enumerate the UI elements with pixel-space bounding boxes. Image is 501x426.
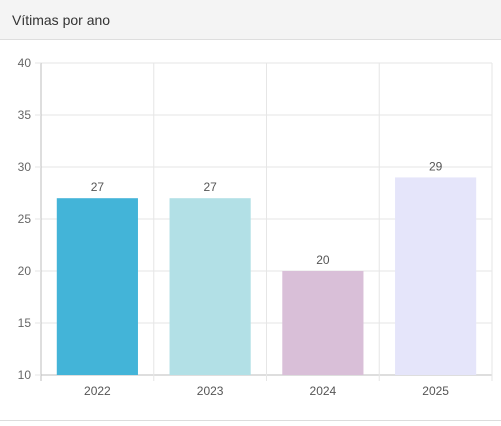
card-header: Vítimas por ano bbox=[0, 0, 501, 40]
bar-2023[interactable] bbox=[169, 198, 251, 375]
y-tick-label: 25 bbox=[18, 212, 32, 226]
x-tick-label-2024: 2024 bbox=[310, 384, 337, 398]
x-tick-label-2022: 2022 bbox=[84, 384, 111, 398]
bars-group bbox=[56, 177, 477, 375]
data-label-2024: 20 bbox=[316, 253, 330, 267]
y-tick-label: 10 bbox=[18, 368, 32, 382]
x-tick-label-2023: 2023 bbox=[197, 384, 224, 398]
data-label-2023: 27 bbox=[203, 180, 217, 194]
bar-2025[interactable] bbox=[395, 177, 477, 375]
y-tick-label: 20 bbox=[18, 264, 32, 278]
x-tick-label-2025: 2025 bbox=[422, 384, 449, 398]
data-label-2022: 27 bbox=[91, 180, 105, 194]
y-tick-label: 35 bbox=[18, 108, 32, 122]
y-tick-label: 30 bbox=[18, 160, 32, 174]
bar-2022[interactable] bbox=[56, 198, 138, 375]
chart-area: 27 27 20 29 10 15 20 25 30 35 40 2022 2023 2024 2025 bbox=[0, 41, 501, 421]
y-tick-label: 15 bbox=[18, 316, 32, 330]
data-label-2025: 29 bbox=[429, 159, 443, 173]
y-axis: 10 15 20 25 30 35 40 bbox=[18, 56, 41, 382]
y-tick-label: 40 bbox=[18, 56, 32, 70]
data-labels-group: 27 27 20 29 bbox=[91, 159, 443, 267]
card-title: Vítimas por ano bbox=[12, 11, 111, 28]
x-axis: 2022 2023 2024 2025 bbox=[84, 384, 449, 398]
bar-2024[interactable] bbox=[282, 271, 364, 375]
